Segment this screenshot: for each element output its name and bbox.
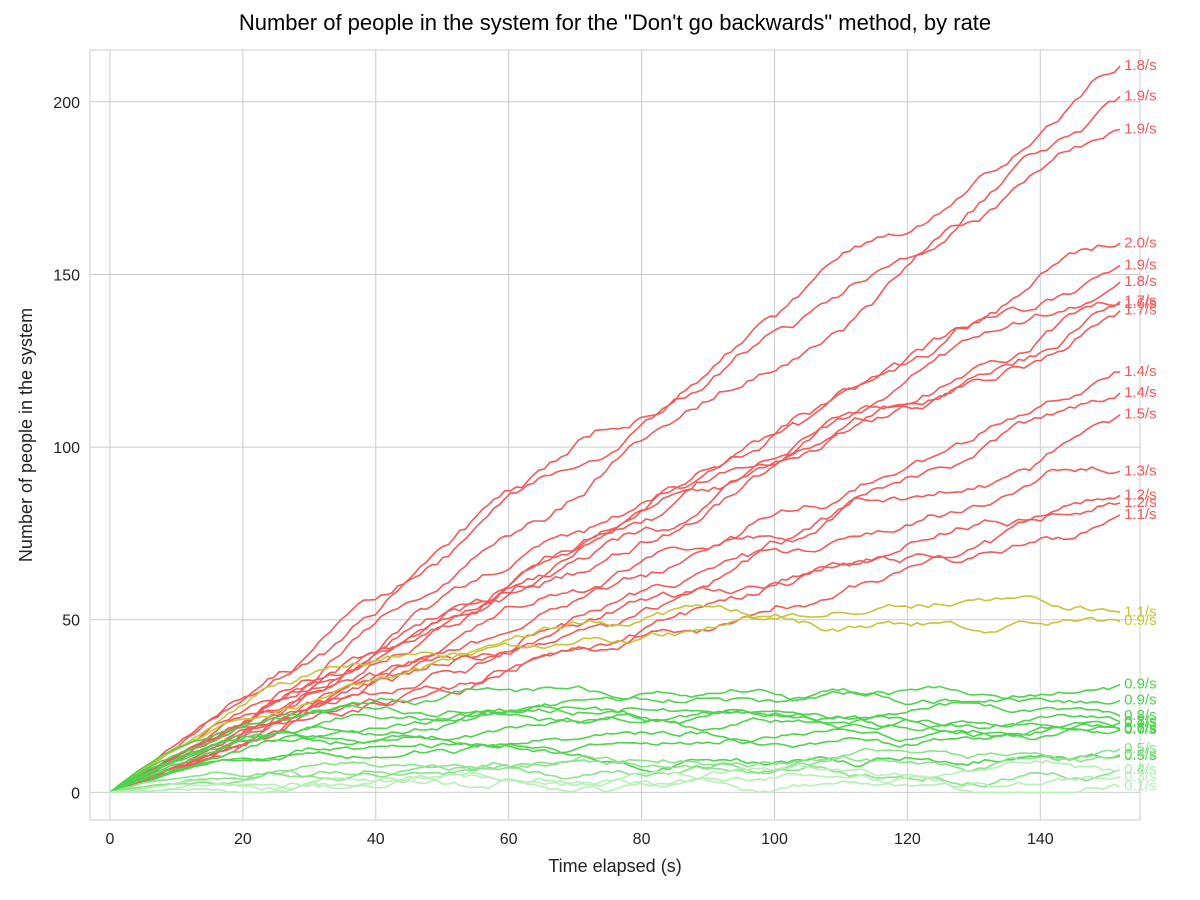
series-end-label: 1.9/s [1124, 256, 1157, 273]
series-end-label: 1.5/s [1124, 406, 1157, 423]
series-end-label: 1.8/s [1124, 273, 1157, 290]
y-tick-label: 0 [71, 785, 80, 802]
series-end-label: 1.3/s [1124, 462, 1157, 479]
y-axis-label: Number of people in the system [16, 308, 36, 562]
y-tick-label: 100 [53, 440, 80, 457]
x-tick-label: 80 [633, 831, 651, 848]
x-tick-label: 40 [367, 831, 385, 848]
series-end-label: 2.0/s [1124, 234, 1157, 251]
x-tick-label: 140 [1027, 831, 1054, 848]
y-tick-label: 150 [53, 267, 80, 284]
x-tick-label: 60 [500, 831, 518, 848]
x-tick-label: 120 [894, 831, 921, 848]
x-axis-label: Time elapsed (s) [548, 856, 681, 876]
line-chart: 1.8/s1.9/s1.9/s2.0/s1.9/s1.8/s1.7/s1.7/s… [0, 0, 1200, 900]
series-end-label: 1.4/s [1124, 384, 1157, 401]
x-tick-label: 100 [761, 831, 788, 848]
series-end-label: 1.1/s [1124, 506, 1157, 523]
series-end-label: 1.9/s [1124, 121, 1157, 138]
series-end-label: 0.6/s [1124, 721, 1157, 738]
series-end-label: 0.9/s [1124, 691, 1157, 708]
series-end-label: 0.9/s [1124, 612, 1157, 629]
series-end-label: 1.9/s [1124, 87, 1157, 104]
x-tick-label: 0 [105, 831, 114, 848]
series-end-label: 1.4/s [1124, 363, 1157, 380]
series-end-label: 1.8/s [1124, 57, 1157, 74]
x-tick-label: 20 [234, 831, 252, 848]
series-end-label: 0.4/s [1124, 745, 1157, 762]
y-tick-label: 50 [62, 613, 80, 630]
chart-title: Number of people in the system for the "… [239, 10, 991, 35]
series-end-label: 0.1/s [1124, 778, 1157, 795]
y-tick-label: 200 [53, 95, 80, 112]
series-end-label: 0.2/s [1124, 761, 1157, 778]
series-end-label: 0.9/s [1124, 676, 1157, 693]
series-end-label: 1.6/s [1124, 295, 1157, 312]
